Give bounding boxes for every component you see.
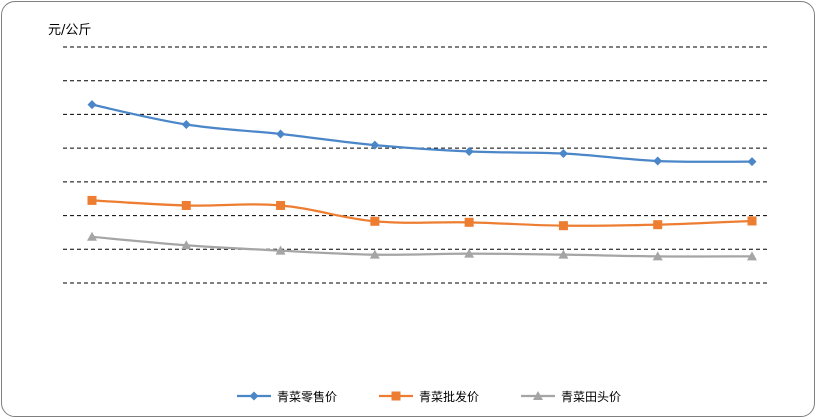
data-point-1-1 [87, 100, 97, 110]
legend-item-2: 青菜批发价 [379, 386, 479, 406]
data-point-1-2 [181, 120, 191, 130]
data-point-2-2 [181, 200, 191, 210]
series-layer [87, 100, 757, 261]
legend-item-3: 青菜田头价 [521, 386, 621, 406]
data-point-1-3 [276, 129, 286, 139]
legend-item-1: 青菜零售价 [237, 386, 337, 406]
data-point-1-4 [370, 140, 380, 150]
data-point-2-5 [464, 217, 474, 227]
data-point-2-4 [370, 216, 380, 226]
legend: 青菜零售价 青菜批发价 青菜田头价 [0, 386, 818, 406]
legend-label-1: 青菜零售价 [277, 389, 338, 404]
gridlines [63, 46, 768, 284]
series-line-3 [91, 235, 753, 258]
data-point-3-1 [87, 231, 97, 241]
data-point-3-6 [558, 249, 569, 259]
data-point-3-2 [181, 240, 192, 250]
series-line-1 [91, 103, 753, 163]
data-point-3-3 [275, 245, 286, 255]
data-point-2-7 [653, 220, 663, 230]
series-line-2 [91, 199, 753, 227]
y-axis-unit-label: 元/公斤 [48, 23, 92, 38]
series-3 [87, 231, 757, 261]
series-2 [87, 195, 757, 231]
legend-swatch-2 [379, 391, 413, 401]
data-point-1-8 [747, 157, 757, 167]
data-point-1-6 [558, 149, 568, 159]
legend-label-3: 青菜田头价 [561, 389, 622, 404]
data-point-2-1 [87, 195, 97, 205]
series-1 [87, 100, 757, 167]
legend-label-2: 青菜批发价 [419, 389, 480, 404]
data-point-2-3 [276, 200, 286, 210]
legend-swatch-3 [521, 391, 555, 400]
data-point-2-6 [558, 221, 568, 231]
data-point-3-8 [747, 251, 757, 261]
data-point-3-7 [652, 251, 663, 261]
data-point-1-5 [464, 147, 474, 157]
data-point-2-8 [747, 216, 757, 226]
data-point-1-7 [653, 156, 663, 166]
data-point-3-4 [369, 249, 380, 259]
data-point-3-5 [464, 248, 475, 258]
line-chart [63, 46, 768, 284]
legend-swatch-1 [237, 391, 271, 401]
